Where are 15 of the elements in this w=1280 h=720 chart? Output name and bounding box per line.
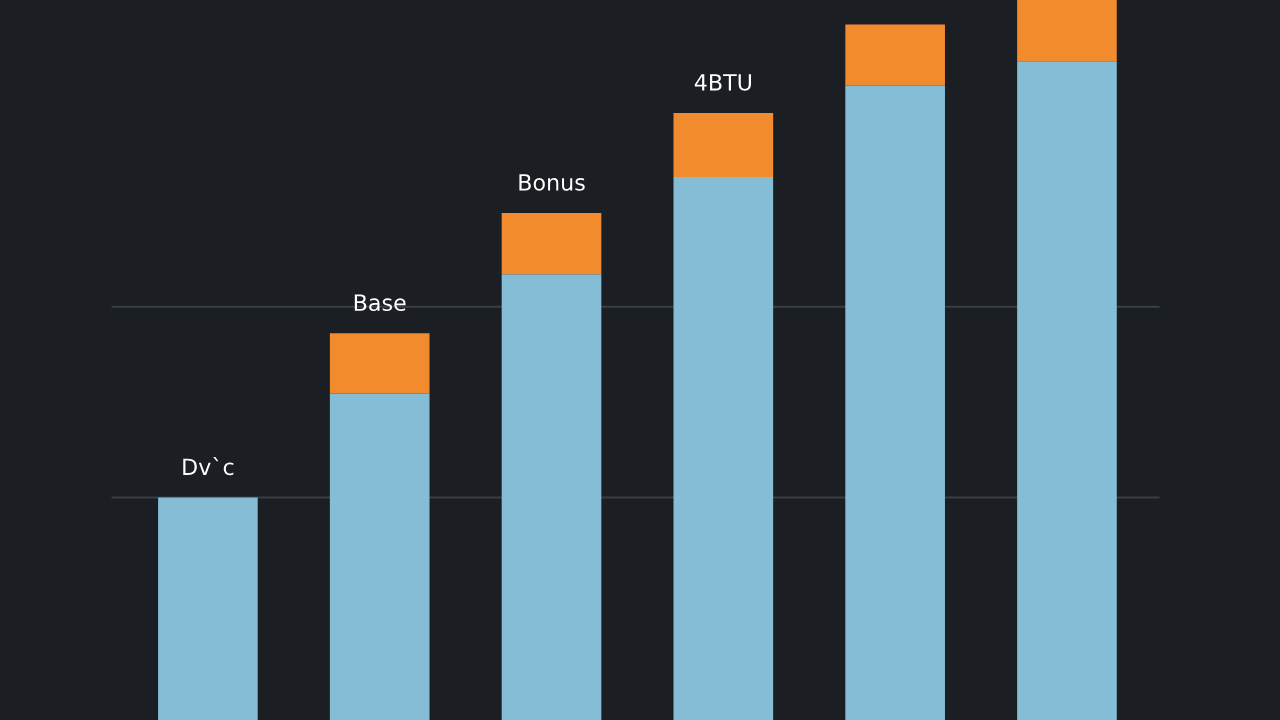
bar [329, 333, 430, 394]
bar [501, 274, 602, 720]
bar [1017, 0, 1117, 62]
bar [845, 24, 945, 86]
annotation: Bonus [519, 174, 585, 191]
bar [1017, 61, 1117, 720]
bar [673, 113, 774, 178]
bar [673, 177, 774, 720]
annotation: Dv`c [183, 457, 234, 476]
annotation: Base [354, 294, 406, 312]
bar [501, 213, 602, 275]
bar [158, 497, 258, 720]
annotation: 4BTU [694, 74, 752, 91]
bar [329, 393, 430, 720]
bar [845, 85, 945, 720]
